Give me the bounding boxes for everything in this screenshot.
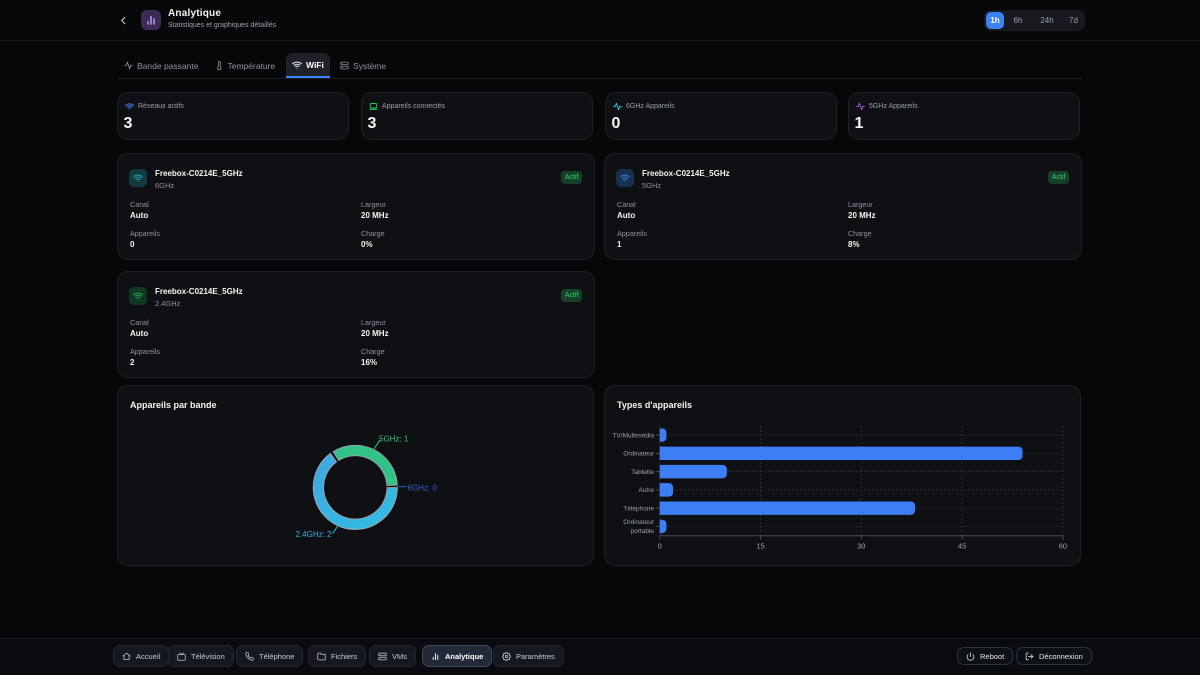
svg-text:Tablette: Tablette	[631, 469, 654, 476]
svg-text:Téléphone: Téléphone	[623, 505, 654, 512]
svg-text:Ordinateur: Ordinateur	[623, 519, 655, 526]
svg-text:portable: portable	[631, 528, 655, 535]
svg-text:5GHz: 1: 5GHz: 1	[379, 435, 409, 444]
svg-text:0: 0	[658, 542, 662, 551]
svg-text:Ordinateur: Ordinateur	[623, 451, 655, 458]
svg-text:30: 30	[857, 542, 865, 551]
svg-text:6GHz: 0: 6GHz: 0	[408, 484, 438, 493]
svg-text:Autre: Autre	[638, 487, 654, 494]
svg-text:15: 15	[756, 542, 764, 551]
svg-text:60: 60	[1059, 542, 1067, 551]
svg-text:TV/Multimédia: TV/Multimédia	[612, 432, 654, 439]
svg-text:2.4GHz: 2: 2.4GHz: 2	[295, 530, 332, 539]
svg-text:45: 45	[958, 542, 966, 551]
